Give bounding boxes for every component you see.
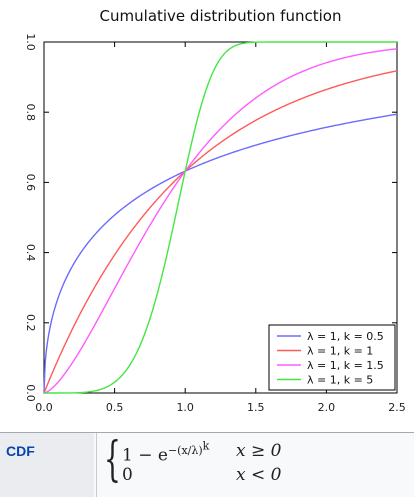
formula-exponent: −(x/λ)k	[167, 439, 210, 457]
infobox-cdf-row: CDF { 1 − e−(x/λ)k x ≥ 0 0 x < 0	[0, 431, 414, 497]
x-tick-label: 2.5	[388, 401, 406, 414]
brace-icon: {	[104, 431, 121, 487]
series-line-2	[43, 48, 398, 394]
x-tick-label: 0.5	[106, 401, 124, 414]
plot-frame	[43, 41, 398, 394]
y-tick-label: 0.2	[24, 314, 37, 332]
x-tick-label: 1.0	[176, 401, 194, 414]
x-tick-label: 1.5	[247, 401, 265, 414]
formula-case-2: 0	[122, 465, 133, 485]
legend-entry-3: λ = 1, k = 5	[307, 374, 373, 387]
y-tick-label: 0.8	[24, 103, 37, 121]
formula-case-1-base: 1 − e	[122, 445, 168, 466]
condition-2: x < 0	[236, 465, 282, 485]
condition-1: x ≥ 0	[236, 441, 282, 461]
y-tick-label: 1.0	[24, 33, 37, 51]
legend-entry-1: λ = 1, k = 1	[307, 345, 373, 358]
formula-case-1: 1 − e−(x/λ)k	[122, 439, 209, 465]
cdf-chart: Cumulative distribution function 0.0 0.5 1…	[24, 7, 406, 414]
x-tick-label: 2.0	[318, 401, 336, 414]
cdf-formula: { 1 − e−(x/λ)k x ≥ 0 0 x < 0	[104, 431, 404, 493]
series-line-0	[43, 113, 398, 394]
cdf-label[interactable]: CDF	[0, 433, 94, 497]
series-line-1	[43, 70, 398, 394]
cell-divider	[96, 433, 97, 497]
legend-entry-2: λ = 1, k = 1.5	[307, 359, 384, 372]
series-line-3	[44, 41, 397, 394]
y-tick-label: 0.4	[24, 244, 37, 262]
chart-title: Cumulative distribution function	[100, 7, 342, 25]
x-tick-label: 0.0	[35, 401, 53, 414]
legend-entry-0: λ = 1, k = 0.5	[307, 330, 384, 343]
y-tick-label: 0.6	[24, 174, 37, 192]
y-tick-label: 0.0	[24, 384, 37, 402]
formula-exponent-k: k	[202, 439, 210, 452]
